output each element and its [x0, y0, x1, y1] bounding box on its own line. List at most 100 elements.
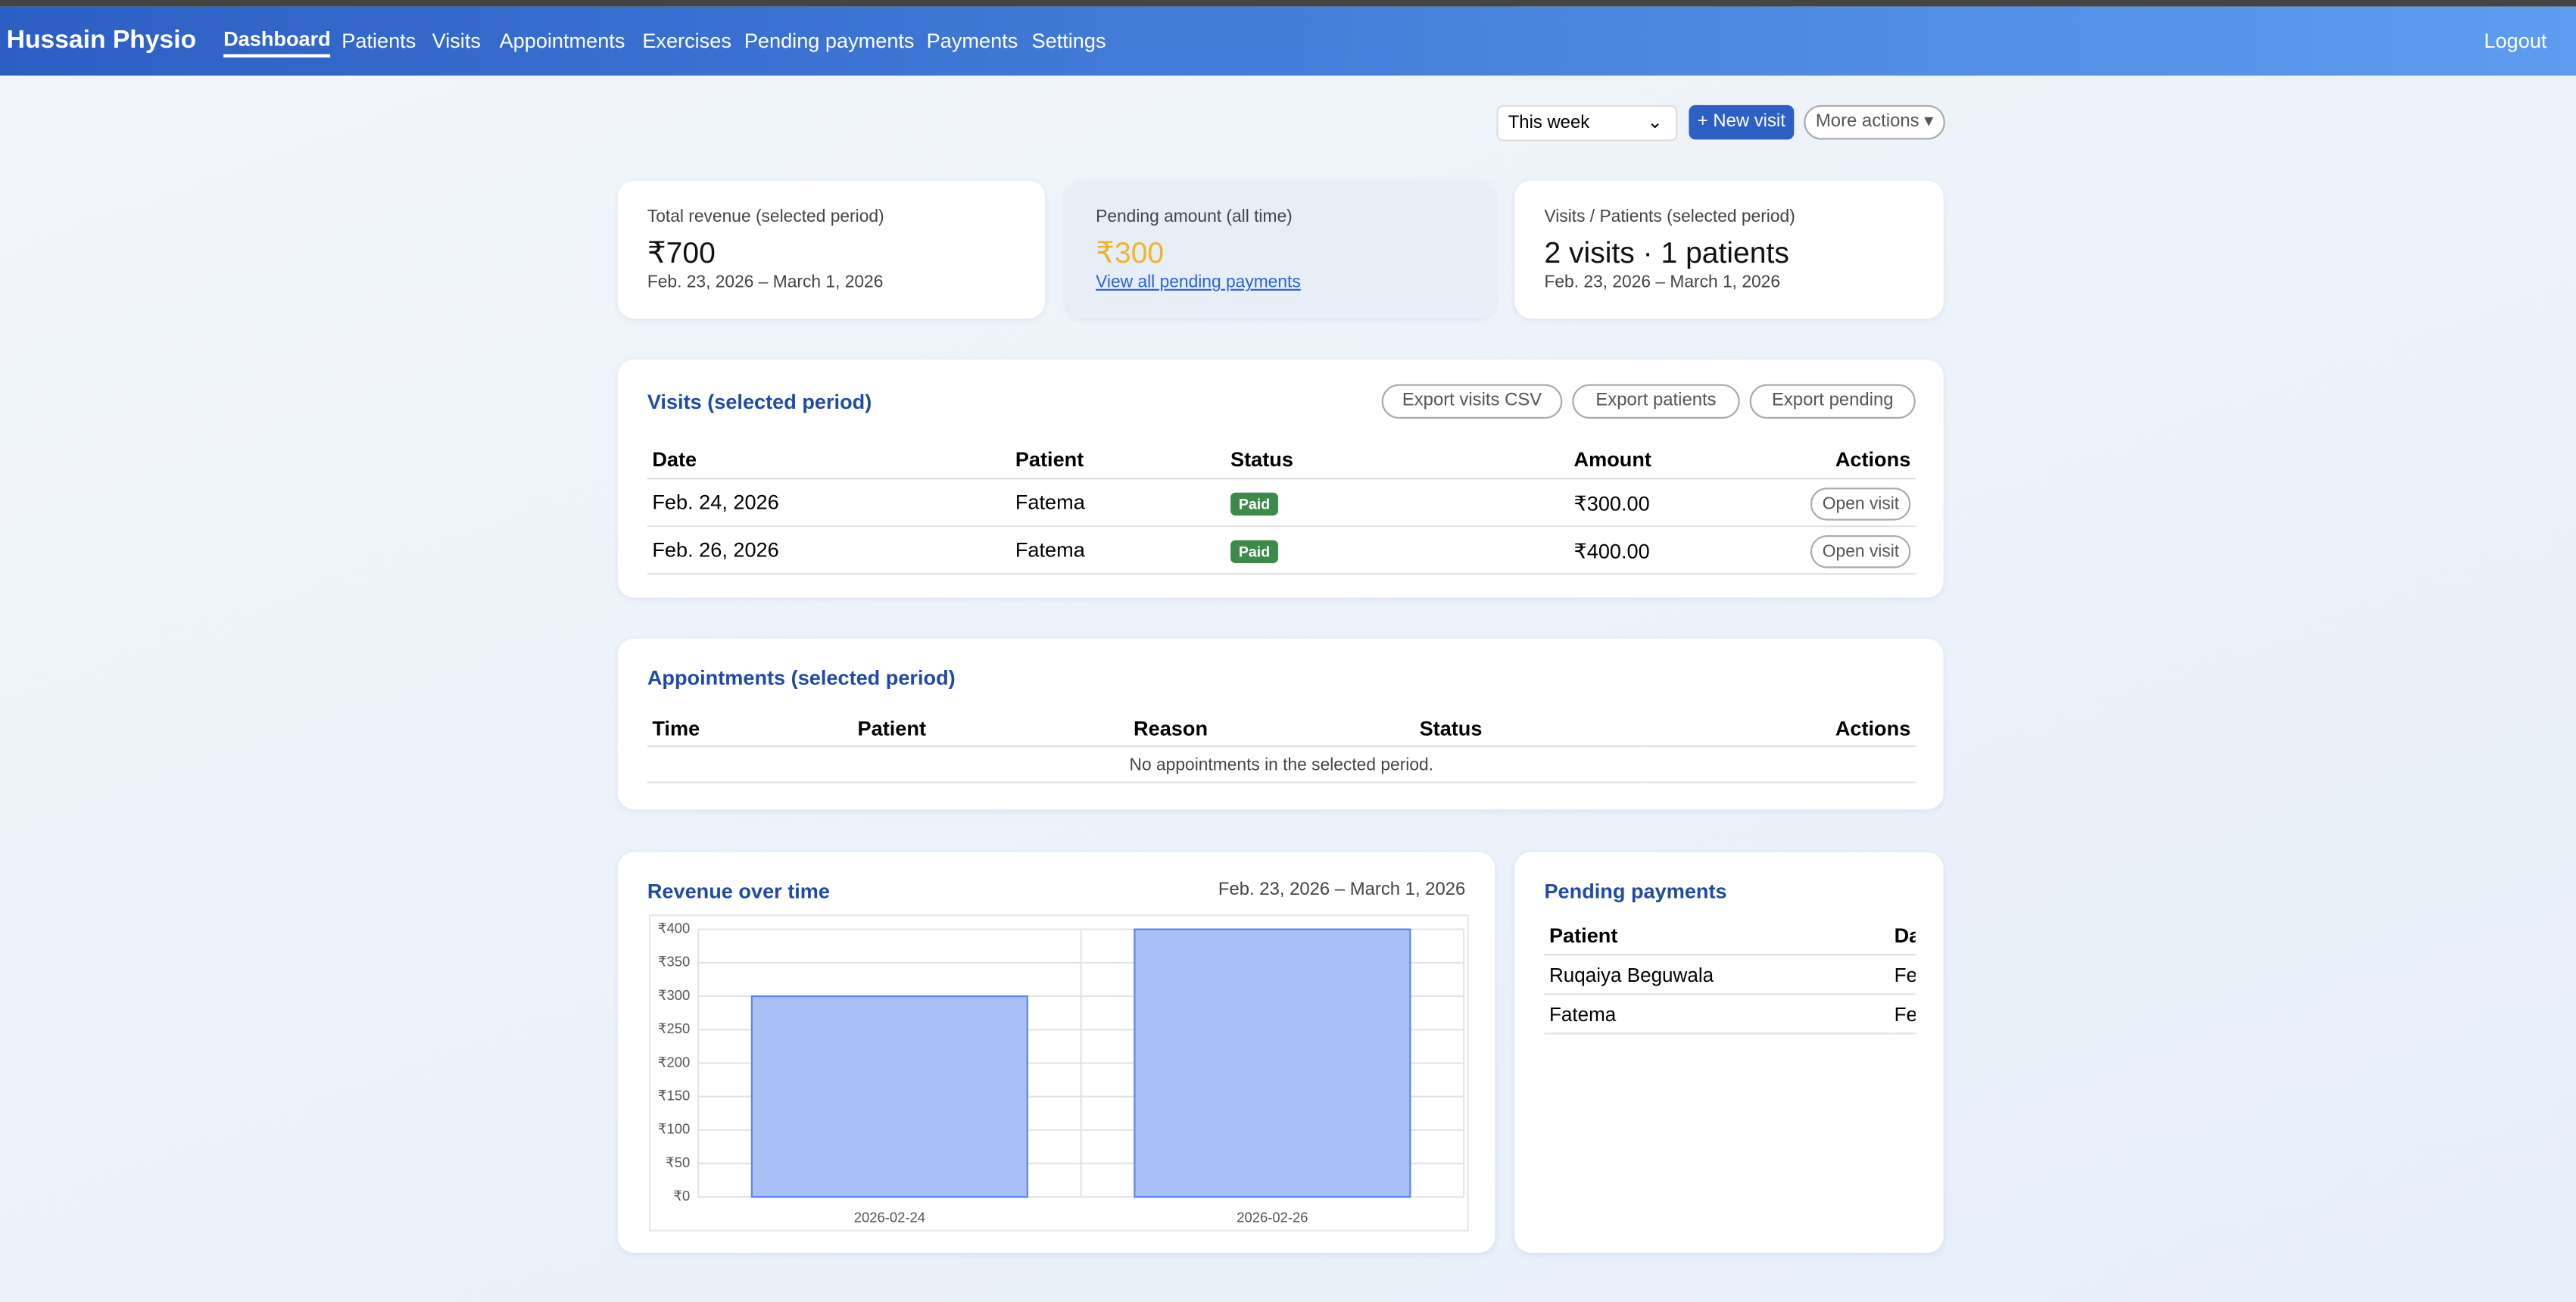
y-tick-label: ₹0 [673, 1188, 690, 1204]
card-label: Visits / Patients (selected period) [1544, 207, 1795, 227]
cell: Fatema [1544, 994, 1890, 1035]
nav-link[interactable]: Pending payments [744, 30, 915, 53]
appointments-card: Appointments (selected period) Time Patie… [617, 638, 1944, 810]
nav-link[interactable]: Payments [926, 30, 1018, 53]
visits-table: Date Patient Status Amount Actions Feb. 24, 2… [647, 441, 1916, 575]
cell: Fatema [1010, 478, 1226, 528]
header-row: Date Patient Status Amount Actions [647, 441, 1916, 480]
header-row: PatientDate [1544, 917, 1916, 956]
cell: Ruqaiya Beguwala [1544, 955, 1890, 995]
card-value: ₹300 [1096, 236, 1165, 269]
cell: Fatema [1010, 526, 1226, 575]
more-actions-label: More actions [1815, 111, 1920, 132]
table-row: FatemaFeb. [1544, 994, 1916, 1035]
y-tick-label: ₹150 [658, 1087, 690, 1103]
cell: Feb. [1889, 955, 1916, 995]
period-value: This week [1508, 113, 1590, 133]
cell: Open visit [1723, 478, 1916, 528]
pending-card: Pending payments PatientDateRuqaiya Begu… [1514, 852, 1944, 1253]
appointments-table: Time Patient Reason Status Actions No appoint… [647, 712, 1916, 783]
bar [750, 995, 1028, 1198]
export-button[interactable]: Export patients [1572, 384, 1740, 419]
column-header: Amount [1569, 441, 1723, 480]
card-sub: Feb. 23, 2026 – March 1, 2026 [647, 273, 884, 293]
nav-link[interactable]: Settings [1031, 30, 1106, 53]
visits-card: Visits (selected period) Export visits C… [617, 360, 1944, 598]
new-visit-button[interactable]: + New visit [1689, 104, 1795, 140]
header-row: Time Patient Reason Status Actions [647, 712, 1916, 747]
pending-clip: PatientDateRuqaiya BeguwalaFeb.FatemaFeb… [1544, 917, 1916, 1041]
x-tick-label: 2026-02-24 [854, 1209, 925, 1225]
nav-link[interactable]: Dashboard [223, 28, 331, 58]
table-row: Feb. 24, 2026 Fatema Paid ₹300.00 Open visit [647, 478, 1916, 528]
status-badge: Paid [1230, 540, 1279, 563]
section-title: Appointments (selected period) [647, 666, 956, 690]
summary-card: Total revenue (selected period) ₹700 Feb… [617, 180, 1045, 319]
section-title: Pending payments [1544, 880, 1727, 903]
empty-message: No appointments in the selected period. [647, 746, 1916, 783]
summary-card: Visits / Patients (selected period) 2 vi… [1514, 180, 1944, 319]
status-badge: Paid [1230, 492, 1279, 516]
card-label: Pending amount (all time) [1096, 207, 1293, 227]
export-button[interactable]: Export pending [1749, 384, 1916, 419]
cell: Feb. 26, 2026 [647, 526, 1011, 575]
range: Feb. 23, 2026 – March 1, 2026 [1218, 880, 1466, 900]
y-tick-label: ₹300 [658, 987, 690, 1003]
table-row: No appointments in the selected period. [647, 746, 1916, 783]
export-button[interactable]: Export visits CSV [1381, 384, 1563, 419]
window-edge [0, 0, 2576, 7]
table-row: Feb. 26, 2026 Fatema Paid ₹400.00 Open visit [647, 526, 1916, 575]
cell: ₹400.00 [1569, 526, 1723, 575]
column-header: Status [1414, 712, 1645, 747]
cell: Feb. [1889, 994, 1916, 1035]
cell: ₹300.00 [1569, 478, 1723, 528]
column-header: Patient [1544, 917, 1890, 956]
column-header: Status [1225, 441, 1570, 480]
summary-card: Pending amount (all time) ₹300 View all … [1066, 180, 1495, 319]
column-header: Reason [1128, 712, 1415, 747]
table-row: Ruqaiya BeguwalaFeb. [1544, 955, 1916, 995]
column-header: Patient [1010, 441, 1226, 480]
column-header: Actions [1645, 712, 1916, 747]
y-tick-label: ₹100 [658, 1121, 690, 1137]
y-tick-label: ₹400 [658, 920, 690, 936]
column-header: Date [1889, 917, 1916, 956]
column-header: Actions [1723, 441, 1916, 480]
nav-link[interactable]: Appointments [499, 30, 625, 53]
chevron: ⌄ [1647, 113, 1663, 133]
cell: Paid [1225, 478, 1570, 528]
cell: Open visit [1723, 526, 1916, 575]
section-title: Visits (selected period) [647, 391, 872, 414]
card-label: Total revenue (selected period) [647, 207, 884, 227]
x-tick-label: 2026-02-26 [1237, 1209, 1308, 1225]
card-sub: Feb. 23, 2026 – March 1, 2026 [1544, 273, 1781, 293]
nav-link[interactable]: Exercises [642, 30, 731, 53]
nav-link[interactable]: Visits [432, 30, 481, 53]
more-actions-button[interactable]: More actions ▾ [1804, 104, 1945, 140]
card-value: 2 visits · 1 patients [1544, 236, 1789, 269]
section-title: Revenue over time [647, 880, 831, 903]
y-tick-label: ₹250 [658, 1020, 690, 1036]
y-tick-label: ₹200 [658, 1054, 690, 1070]
revenue-chart: ₹0 ₹50 ₹100 ₹150 ₹200 ₹250 ₹300 ₹350 ₹400 2026-02… [649, 914, 1469, 1232]
brand[interactable]: Hussain Physio [6, 26, 197, 55]
logout[interactable]: Logout [2484, 30, 2547, 53]
navbar: Hussain Physio Dashboard Patients Visits… [0, 6, 2576, 76]
revenue-card: Revenue over time Feb. 23, 2026 – March … [617, 852, 1495, 1253]
pending-link[interactable]: View all pending payments [1096, 273, 1301, 293]
column-header: Time [647, 712, 853, 747]
card-value: ₹700 [647, 236, 716, 269]
open-visit[interactable]: Open visit [1810, 535, 1911, 568]
period-select[interactable]: This week ⌄ [1496, 104, 1678, 142]
nav-link[interactable]: Patients [341, 30, 416, 53]
cell: Feb. 24, 2026 [647, 478, 1011, 528]
cell: Paid [1225, 526, 1570, 575]
column-header: Date [647, 441, 1011, 480]
pending-table: PatientDateRuqaiya BeguwalaFeb.FatemaFeb… [1544, 917, 1916, 1035]
open-visit[interactable]: Open visit [1810, 487, 1911, 521]
bar [1134, 928, 1411, 1198]
y-tick-label: ₹350 [658, 954, 690, 970]
y-tick-label: ₹50 [666, 1154, 690, 1170]
